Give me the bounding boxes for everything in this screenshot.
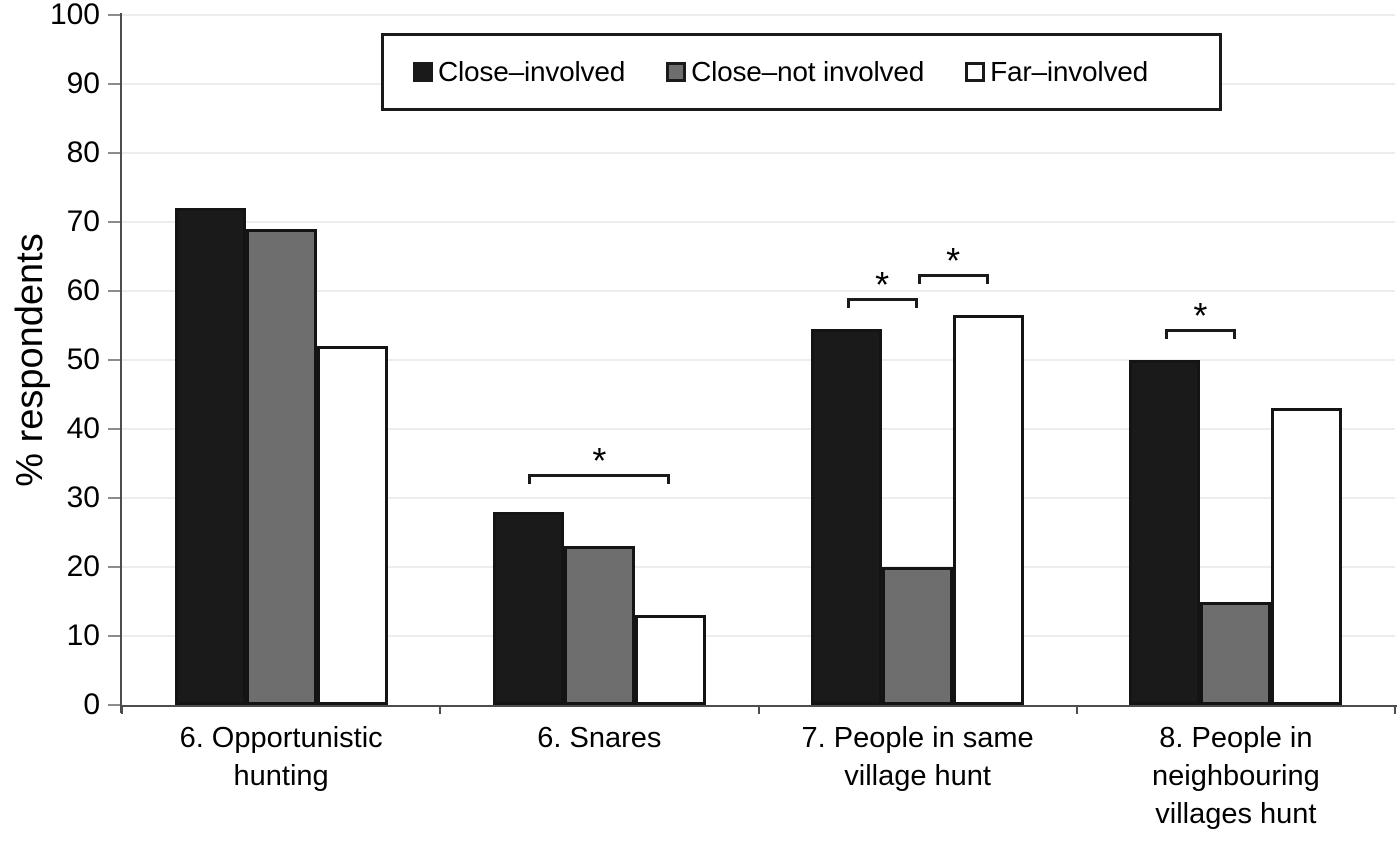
bar-close-not-involved xyxy=(563,546,635,705)
x-axis-tick xyxy=(1394,705,1396,714)
legend-label: Close–involved xyxy=(438,56,626,87)
significance-bracket xyxy=(528,473,671,477)
bar-far-involved xyxy=(634,615,706,705)
y-tick xyxy=(108,428,122,430)
y-tick-label: 50 xyxy=(66,343,100,376)
significance-bracket-end xyxy=(914,297,918,308)
y-tick xyxy=(108,497,122,499)
bar-close-not-involved xyxy=(882,567,954,705)
bar-far-involved xyxy=(316,346,388,705)
gridline xyxy=(122,221,1395,223)
gridline xyxy=(122,428,1395,430)
bar-close-not-involved xyxy=(245,228,317,705)
legend-item: Close–not involved xyxy=(666,56,924,88)
bar-close-involved xyxy=(1129,360,1201,705)
legend-swatch-close-not-involved xyxy=(666,62,687,82)
x-category-label: 6. Opportunistic hunting xyxy=(179,722,383,792)
significance-asterisk: * xyxy=(875,263,890,305)
significance-bracket-end xyxy=(846,297,850,308)
x-axis-tick xyxy=(121,705,123,714)
y-tick xyxy=(108,290,122,292)
x-category-label: 6. Snares xyxy=(537,722,662,754)
y-tick-label: 70 xyxy=(66,205,100,238)
legend-swatch-far-involved xyxy=(965,62,986,82)
y-tick-label: 80 xyxy=(66,136,100,169)
gridline xyxy=(122,14,1395,16)
y-tick xyxy=(108,14,122,16)
significance-bracket-end xyxy=(667,473,671,484)
y-tick xyxy=(108,83,122,85)
x-category-label: 7. People in same village hunt xyxy=(801,722,1034,792)
y-tick-label: 90 xyxy=(66,67,100,100)
legend-item: Close–involved xyxy=(413,56,625,88)
y-tick xyxy=(108,566,122,568)
x-axis-tick xyxy=(1075,705,1078,714)
bar-close-involved xyxy=(492,511,564,705)
legend-label: Close–not involved xyxy=(691,56,925,87)
significance-asterisk: * xyxy=(1193,294,1208,336)
legend-swatch-close-involved xyxy=(413,62,433,82)
gridline xyxy=(122,359,1395,361)
y-tick xyxy=(108,221,122,223)
x-axis-tick xyxy=(439,705,442,714)
significance-bracket xyxy=(846,297,918,301)
gridline xyxy=(122,290,1395,292)
significance-bracket-end xyxy=(528,473,532,484)
legend-item: Far–involved xyxy=(965,56,1148,88)
x-axis-tick xyxy=(757,705,760,714)
x-category-label: 8. People in neighbouring villages hunt xyxy=(1152,722,1320,830)
y-tick xyxy=(108,359,122,361)
significance-bracket-end xyxy=(917,273,921,284)
y-tick-label: 30 xyxy=(66,481,100,514)
gridline xyxy=(122,635,1395,637)
significance-bracket-end xyxy=(985,273,989,284)
bar-close-involved xyxy=(174,208,246,705)
legend: Close–involved Close–not involved Far–invo… xyxy=(381,33,1222,111)
y-tick-label: 20 xyxy=(66,550,100,583)
y-tick-label: 40 xyxy=(66,412,100,445)
y-tick xyxy=(108,635,122,637)
x-axis xyxy=(122,705,1397,707)
y-tick xyxy=(108,704,122,706)
gridline xyxy=(122,152,1395,154)
significance-bracket xyxy=(917,273,989,277)
y-tick-label: 0 xyxy=(83,688,100,721)
bar-far-involved xyxy=(953,315,1025,705)
significance-bracket-end xyxy=(1232,328,1236,339)
bar-close-not-involved xyxy=(1200,601,1272,705)
significance-bracket-end xyxy=(1164,328,1168,339)
y-axis xyxy=(120,13,122,713)
legend-label: Far–involved xyxy=(990,56,1148,87)
bar-far-involved xyxy=(1271,408,1343,705)
y-tick-label: 60 xyxy=(66,274,100,307)
significance-bracket xyxy=(1164,328,1236,332)
y-tick xyxy=(108,152,122,154)
y-tick-label: 10 xyxy=(66,619,100,652)
significance-asterisk: * xyxy=(592,439,607,481)
gridline xyxy=(122,497,1395,499)
y-tick-label: 100 xyxy=(49,0,100,31)
bar-close-involved xyxy=(811,328,883,705)
significance-asterisk: * xyxy=(946,239,961,281)
gridline xyxy=(122,566,1395,568)
